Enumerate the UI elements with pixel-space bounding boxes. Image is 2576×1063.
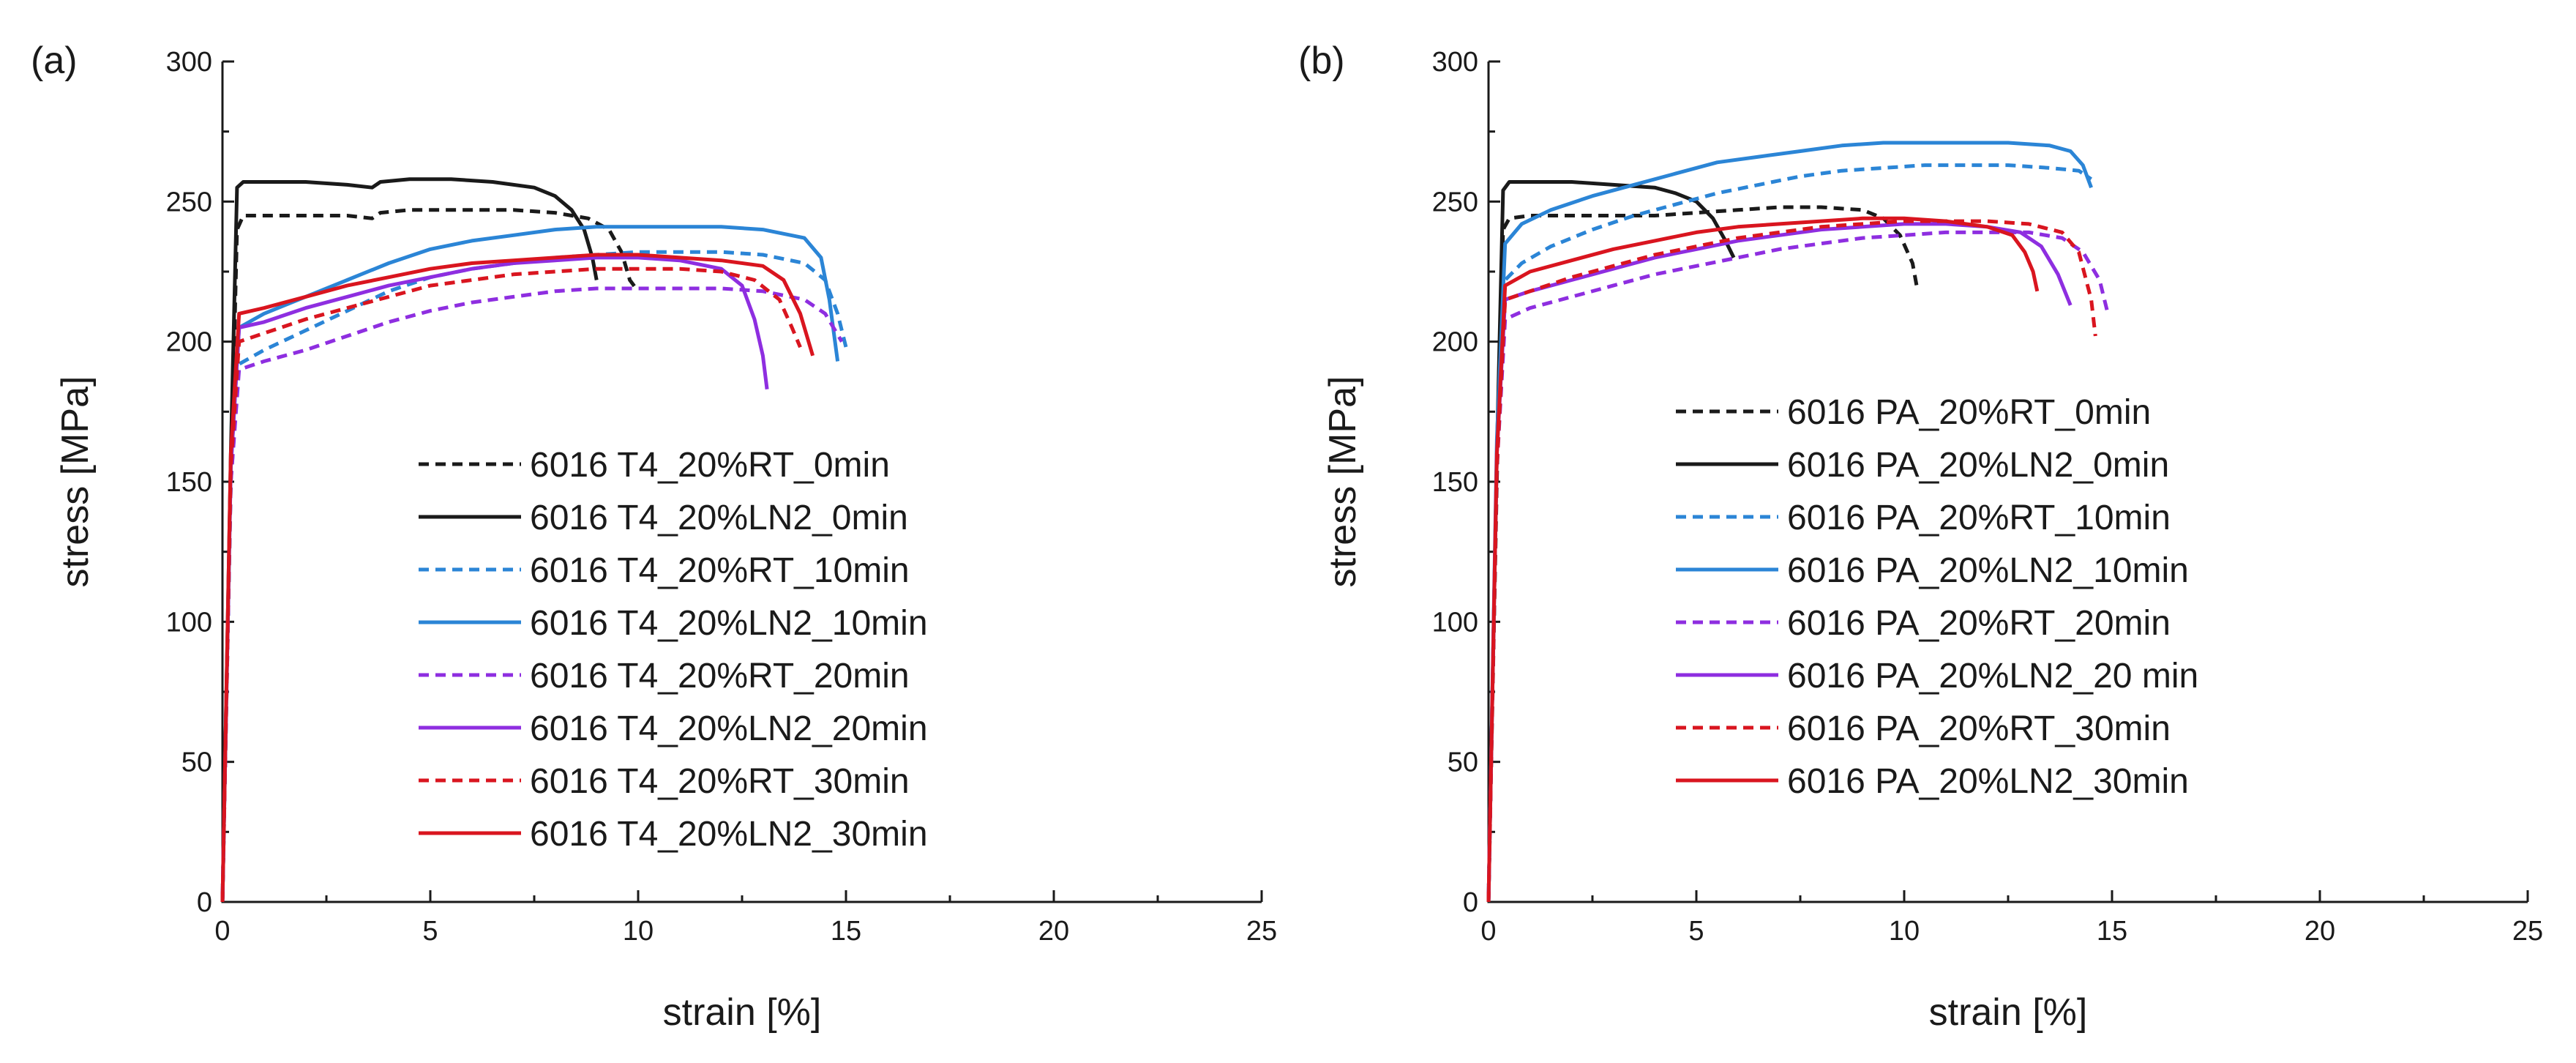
panel-b-y-tick-label: 300 xyxy=(1432,47,1478,78)
panel-b-legend-label: 6016 PA_20%LN2_30min xyxy=(1787,762,2189,801)
panel-a-label: (a) xyxy=(31,40,78,82)
panel-b-y-tick-label: 0 xyxy=(1463,887,1478,918)
panel-b-x-tick-label: 25 xyxy=(2512,916,2543,947)
panel-a-legend-label: 6016 T4_20%RT_0min xyxy=(530,446,890,485)
panel-a-x-tick-label: 10 xyxy=(623,916,654,947)
panel-a-y-tick-label: 0 xyxy=(197,887,212,918)
panel-b-series-line-7 xyxy=(1486,216,2040,903)
panel-a-y-axis-title: stress [MPa] xyxy=(54,376,97,588)
panel-b-y-tick-label: 50 xyxy=(1448,747,1478,778)
panel-b-y-tick-label: 100 xyxy=(1432,607,1478,638)
panel-b-legend-label: 6016 PA_20%LN2_20 min xyxy=(1787,657,2198,695)
panel-b-series-line-3 xyxy=(1486,141,2093,903)
panel-b-y-tick-label: 150 xyxy=(1432,467,1478,498)
panel-a-legend-label: 6016 T4_20%RT_10min xyxy=(530,551,910,590)
panel-b-legend-label: 6016 PA_20%RT_10min xyxy=(1787,499,2171,537)
panel-a-y-tick-label: 50 xyxy=(181,747,212,778)
panel-b-legend-label: 6016 PA_20%LN2_0min xyxy=(1787,446,2169,485)
panel-b-y-axis-title: stress [MPa] xyxy=(1322,376,1364,588)
panel-a-legend-label: 6016 T4_20%RT_20min xyxy=(530,657,910,695)
panel-b-x-tick-label: 5 xyxy=(1688,916,1704,947)
panel-a-series-line-4 xyxy=(220,286,844,903)
panel-a-y-tick-label: 300 xyxy=(166,47,212,78)
panel-b-legend-label: 6016 PA_20%RT_20min xyxy=(1787,604,2171,643)
panel-a-x-tick-label: 5 xyxy=(422,916,438,947)
panel-a-series-line-7 xyxy=(220,253,815,903)
panel-b-series-line-4 xyxy=(1486,230,2110,903)
panel-a-series-line-3 xyxy=(220,225,840,903)
panel-a-x-tick-label: 20 xyxy=(1038,916,1069,947)
panel-a-y-tick-label: 150 xyxy=(166,467,212,498)
panel-b-series-line-6 xyxy=(1486,219,2097,903)
panel-a-legend-label: 6016 T4_20%LN2_0min xyxy=(530,499,908,537)
panel-a-series-line-6 xyxy=(220,266,802,903)
panel-a-y-tick-label: 100 xyxy=(166,607,212,638)
panel-b-x-axis-title: strain [%] xyxy=(1929,991,2088,1034)
panel-b-x-tick-label: 10 xyxy=(1889,916,1920,947)
panel-b-x-tick-label: 0 xyxy=(1480,916,1496,947)
panel-b-legend-label: 6016 PA_20%RT_0min xyxy=(1787,393,2151,432)
panel-b-legend-label: 6016 PA_20%LN2_10min xyxy=(1787,551,2189,590)
panel-b-x-tick-label: 20 xyxy=(2304,916,2335,947)
panel-b-series-line-2 xyxy=(1486,163,2093,903)
panel-b-label: (b) xyxy=(1298,40,1345,82)
panel-a-x-axis-title: strain [%] xyxy=(663,991,822,1034)
panel-a-legend-label: 6016 T4_20%LN2_20min xyxy=(530,709,928,748)
panel-a-series-line-0 xyxy=(220,208,640,903)
panel-a-legend-label: 6016 T4_20%LN2_10min xyxy=(530,604,928,643)
panel-a-y-tick-label: 250 xyxy=(166,187,212,217)
panel-a-legend-label: 6016 T4_20%LN2_30min xyxy=(530,815,928,854)
panel-a-series-line-1 xyxy=(220,177,599,903)
panel-a-y-tick-label: 200 xyxy=(166,327,212,358)
panel-a-legend-label: 6016 T4_20%RT_30min xyxy=(530,762,910,801)
panel-a-x-tick-label: 25 xyxy=(1246,916,1277,947)
panel-b-series-line-1 xyxy=(1486,180,1736,903)
panel-b-y-tick-label: 200 xyxy=(1432,327,1478,358)
panel-a-x-tick-label: 0 xyxy=(214,916,230,947)
panel-b-legend-label: 6016 PA_20%RT_30min xyxy=(1787,709,2171,748)
panel-b-y-tick-label: 250 xyxy=(1432,187,1478,217)
panel-a-x-tick-label: 15 xyxy=(831,916,861,947)
panel-a-series-line-2 xyxy=(220,250,848,903)
panel-a-series-line-5 xyxy=(220,256,769,903)
panel-b-x-tick-label: 15 xyxy=(2097,916,2127,947)
